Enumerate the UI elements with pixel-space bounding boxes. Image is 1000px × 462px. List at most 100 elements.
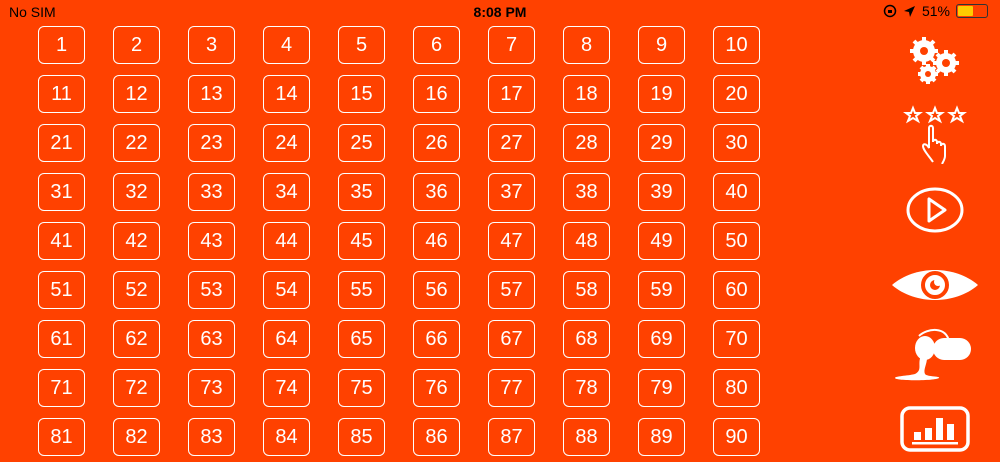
level-button-86[interactable]: 86 — [413, 418, 460, 456]
level-button-31[interactable]: 31 — [38, 173, 85, 211]
level-button-40[interactable]: 40 — [713, 173, 760, 211]
level-button-53[interactable]: 53 — [188, 271, 235, 309]
level-button-9[interactable]: 9 — [638, 26, 685, 64]
level-button-71[interactable]: 71 — [38, 369, 85, 407]
level-button-59[interactable]: 59 — [638, 271, 685, 309]
level-button-27[interactable]: 27 — [488, 124, 535, 162]
level-button-26[interactable]: 26 — [413, 124, 460, 162]
settings-button[interactable] — [885, 36, 985, 86]
level-button-10[interactable]: 10 — [713, 26, 760, 64]
level-button-56[interactable]: 56 — [413, 271, 460, 309]
view-button[interactable] — [885, 268, 985, 302]
level-button-13[interactable]: 13 — [188, 75, 235, 113]
level-button-83[interactable]: 83 — [188, 418, 235, 456]
level-button-75[interactable]: 75 — [338, 369, 385, 407]
level-button-7[interactable]: 7 — [488, 26, 535, 64]
level-button-73[interactable]: 73 — [188, 369, 235, 407]
level-button-12[interactable]: 12 — [113, 75, 160, 113]
level-button-30[interactable]: 30 — [713, 124, 760, 162]
level-button-34[interactable]: 34 — [263, 173, 310, 211]
level-button-18[interactable]: 18 — [563, 75, 610, 113]
level-button-64[interactable]: 64 — [263, 320, 310, 358]
level-button-46[interactable]: 46 — [413, 222, 460, 260]
level-button-16[interactable]: 16 — [413, 75, 460, 113]
level-button-89[interactable]: 89 — [638, 418, 685, 456]
level-button-45[interactable]: 45 — [338, 222, 385, 260]
level-button-57[interactable]: 57 — [488, 271, 535, 309]
level-button-1[interactable]: 1 — [38, 26, 85, 64]
level-button-52[interactable]: 52 — [113, 271, 160, 309]
level-button-88[interactable]: 88 — [563, 418, 610, 456]
level-button-66[interactable]: 66 — [413, 320, 460, 358]
level-button-63[interactable]: 63 — [188, 320, 235, 358]
level-button-62[interactable]: 62 — [113, 320, 160, 358]
level-button-35[interactable]: 35 — [338, 173, 385, 211]
level-button-77[interactable]: 77 — [488, 369, 535, 407]
level-button-50[interactable]: 50 — [713, 222, 760, 260]
level-button-19[interactable]: 19 — [638, 75, 685, 113]
level-button-67[interactable]: 67 — [488, 320, 535, 358]
level-button-15[interactable]: 15 — [338, 75, 385, 113]
level-button-17[interactable]: 17 — [488, 75, 535, 113]
level-button-49[interactable]: 49 — [638, 222, 685, 260]
level-button-55[interactable]: 55 — [338, 271, 385, 309]
level-button-5[interactable]: 5 — [338, 26, 385, 64]
level-button-36[interactable]: 36 — [413, 173, 460, 211]
play-button[interactable] — [885, 186, 985, 234]
level-button-69[interactable]: 69 — [638, 320, 685, 358]
theme-color-button[interactable] — [885, 326, 985, 382]
level-button-79[interactable]: 79 — [638, 369, 685, 407]
rate-button[interactable] — [885, 104, 985, 164]
level-button-32[interactable]: 32 — [113, 173, 160, 211]
level-button-81[interactable]: 81 — [38, 418, 85, 456]
level-button-23[interactable]: 23 — [188, 124, 235, 162]
level-button-21[interactable]: 21 — [38, 124, 85, 162]
level-button-65[interactable]: 65 — [338, 320, 385, 358]
level-button-20[interactable]: 20 — [713, 75, 760, 113]
level-button-28[interactable]: 28 — [563, 124, 610, 162]
level-button-38[interactable]: 38 — [563, 173, 610, 211]
eye-icon — [892, 270, 978, 300]
level-button-14[interactable]: 14 — [263, 75, 310, 113]
level-button-3[interactable]: 3 — [188, 26, 235, 64]
level-button-8[interactable]: 8 — [563, 26, 610, 64]
level-button-37[interactable]: 37 — [488, 173, 535, 211]
level-button-41[interactable]: 41 — [38, 222, 85, 260]
level-button-44[interactable]: 44 — [263, 222, 310, 260]
level-button-22[interactable]: 22 — [113, 124, 160, 162]
level-button-48[interactable]: 48 — [563, 222, 610, 260]
level-button-60[interactable]: 60 — [713, 271, 760, 309]
level-button-11[interactable]: 11 — [38, 75, 85, 113]
level-button-72[interactable]: 72 — [113, 369, 160, 407]
level-button-87[interactable]: 87 — [488, 418, 535, 456]
level-button-84[interactable]: 84 — [263, 418, 310, 456]
level-button-90[interactable]: 90 — [713, 418, 760, 456]
level-button-78[interactable]: 78 — [563, 369, 610, 407]
level-button-51[interactable]: 51 — [38, 271, 85, 309]
level-button-4[interactable]: 4 — [263, 26, 310, 64]
level-button-29[interactable]: 29 — [638, 124, 685, 162]
level-button-58[interactable]: 58 — [563, 271, 610, 309]
leaderboard-chart-icon — [900, 406, 970, 452]
level-button-70[interactable]: 70 — [713, 320, 760, 358]
level-button-24[interactable]: 24 — [263, 124, 310, 162]
level-button-47[interactable]: 47 — [488, 222, 535, 260]
level-button-76[interactable]: 76 — [413, 369, 460, 407]
level-button-2[interactable]: 2 — [113, 26, 160, 64]
level-button-42[interactable]: 42 — [113, 222, 160, 260]
level-button-68[interactable]: 68 — [563, 320, 610, 358]
leaderboard-button[interactable] — [885, 406, 985, 452]
level-button-74[interactable]: 74 — [263, 369, 310, 407]
settings-icon — [910, 37, 959, 84]
level-button-39[interactable]: 39 — [638, 173, 685, 211]
level-button-43[interactable]: 43 — [188, 222, 235, 260]
level-button-6[interactable]: 6 — [413, 26, 460, 64]
level-button-25[interactable]: 25 — [338, 124, 385, 162]
carrier-label: No SIM — [9, 4, 56, 20]
level-button-85[interactable]: 85 — [338, 418, 385, 456]
level-button-33[interactable]: 33 — [188, 173, 235, 211]
level-button-82[interactable]: 82 — [113, 418, 160, 456]
level-button-54[interactable]: 54 — [263, 271, 310, 309]
level-button-61[interactable]: 61 — [38, 320, 85, 358]
level-button-80[interactable]: 80 — [713, 369, 760, 407]
